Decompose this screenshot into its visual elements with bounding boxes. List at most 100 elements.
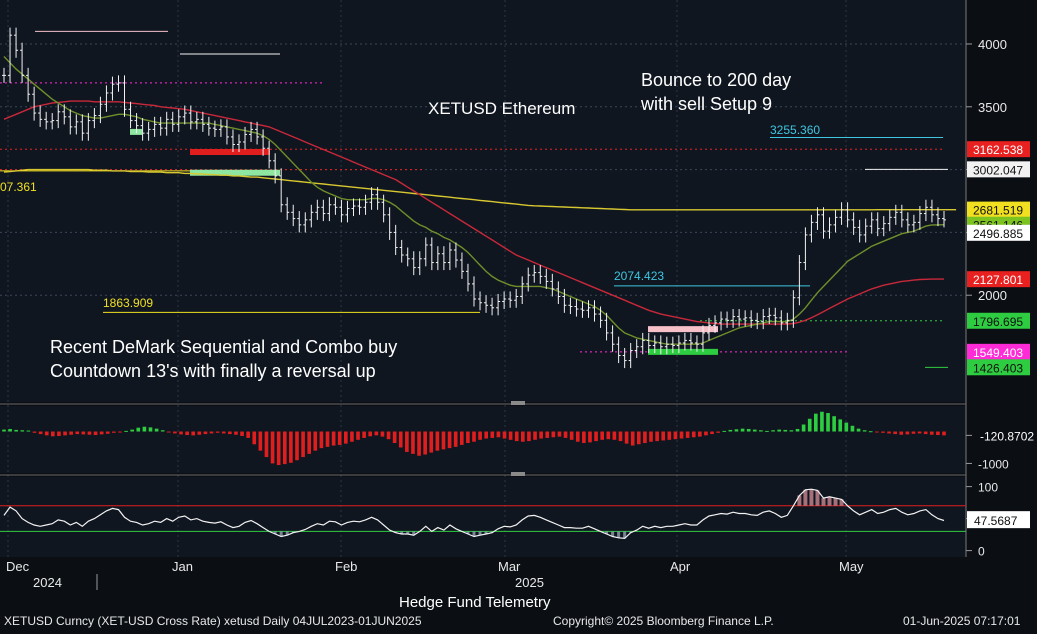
histogram-value-tag: -120.8702: [980, 429, 1034, 443]
histogram-bar: [862, 430, 867, 432]
histogram-bar: [612, 431, 617, 440]
price-tick-label: 2000: [978, 288, 1007, 303]
histogram-bar: [807, 418, 812, 432]
histogram-bar: [289, 431, 293, 463]
histogram-bar: [276, 431, 281, 466]
price-tag: [967, 359, 1030, 376]
x-tick-jan: Jan: [172, 559, 193, 574]
ma-long-line: [3, 168, 957, 211]
price-tag-label: 1796.695: [973, 315, 1023, 329]
histogram-bar: [331, 431, 336, 446]
histogram-bar: [228, 431, 232, 435]
histogram-bar: [392, 431, 397, 444]
histogram-bar: [643, 431, 647, 444]
histogram-bar: [691, 431, 696, 438]
price-tag: [967, 271, 1030, 288]
histogram-bar: [557, 431, 562, 437]
histogram-panel: [0, 406, 966, 473]
price-tag-label: 2496.885: [973, 227, 1023, 241]
histogram-bar: [771, 430, 775, 432]
histogram-bar: [142, 426, 147, 432]
histogram-bar: [8, 428, 12, 432]
histogram-bar: [630, 431, 635, 446]
histogram-bar: [484, 431, 489, 439]
price-tag-label: 2681.519: [973, 204, 1023, 218]
footer-copyright: Copyright© 2025 Bloomberg Finance L.P.: [553, 614, 774, 628]
histogram-bar: [850, 425, 855, 432]
price-tag-label: 1426.403: [973, 361, 1023, 375]
histogram-bar: [203, 431, 208, 435]
tdst-bar-green-small: [130, 128, 142, 135]
histogram-bar: [14, 429, 19, 432]
histogram-bar: [521, 431, 525, 442]
x-tick-feb: Feb: [335, 559, 357, 574]
histogram-bar: [600, 431, 605, 440]
histogram-bar: [923, 431, 928, 435]
rsi-value-tag: 47.5687: [974, 514, 1018, 528]
chart-title: XETUSD Ethereum: [428, 99, 575, 118]
histogram-bar: [740, 428, 745, 432]
histogram-bar: [215, 431, 220, 433]
histogram-bar: [295, 431, 299, 461]
histogram-bar: [417, 431, 421, 456]
histogram-bar: [337, 431, 342, 445]
histogram-bar: [447, 431, 452, 449]
histogram-bar: [838, 419, 843, 432]
histogram-bar: [716, 431, 720, 433]
histogram-bar: [130, 429, 135, 432]
tdst-bar-red: [190, 149, 270, 156]
histogram-bar: [881, 431, 885, 433]
panel-resize-handle: [511, 472, 525, 476]
histogram-bar: [191, 431, 196, 436]
histogram-bar: [252, 431, 257, 445]
price-tag-label: 1549.403: [973, 346, 1023, 360]
histogram-bar: [936, 431, 940, 436]
histogram-bar: [282, 431, 287, 465]
histogram-bar: [911, 431, 916, 434]
histogram-bar: [99, 431, 104, 435]
histogram-bar: [728, 429, 733, 432]
histogram-bar: [722, 430, 727, 432]
histogram-bar: [411, 431, 415, 454]
price-tag-label: 3162.538: [973, 143, 1023, 157]
rsi-line: [3, 488, 945, 540]
histogram-bar: [459, 431, 464, 445]
histogram-bar: [51, 431, 55, 437]
price-tag: [967, 141, 1030, 158]
histogram-bar: [453, 431, 458, 447]
histogram-bar: [173, 431, 177, 434]
histogram-bar: [197, 431, 202, 435]
histogram-bar: [661, 431, 666, 441]
histogram-bar: [704, 431, 708, 436]
histogram-bar: [685, 431, 690, 438]
price-tick-label: 3500: [978, 100, 1007, 115]
histogram-bar: [209, 431, 214, 434]
histogram-bar: [441, 431, 446, 450]
histogram-bar: [368, 431, 373, 437]
price-tag: [967, 343, 1030, 360]
histogram-bar: [893, 431, 897, 435]
histogram-bar: [551, 431, 556, 438]
histogram-bar: [496, 431, 501, 438]
histogram-bar: [118, 431, 122, 433]
histogram-bar: [533, 431, 537, 440]
histogram-bar: [868, 431, 873, 433]
histogram-bar: [801, 424, 806, 432]
rsi-tick-label: 0: [978, 545, 985, 559]
histogram-bar: [435, 431, 440, 451]
histogram-bar: [179, 431, 183, 435]
histogram-bar: [319, 431, 324, 449]
rsi-panel: [0, 477, 966, 557]
histogram-bar: [69, 431, 73, 435]
histogram-bar: [539, 431, 543, 439]
histogram-bar: [917, 431, 922, 434]
level-label-3255: 3255.360: [770, 123, 820, 137]
histogram-bar: [826, 413, 830, 432]
histogram-tick-label: -1000: [978, 457, 1009, 471]
histogram-bar: [636, 431, 641, 445]
histogram-bar: [679, 431, 684, 439]
histogram-bar: [32, 431, 37, 433]
price-tag: [967, 201, 1030, 218]
histogram-bar: [270, 431, 275, 464]
histogram-bar: [466, 431, 470, 444]
